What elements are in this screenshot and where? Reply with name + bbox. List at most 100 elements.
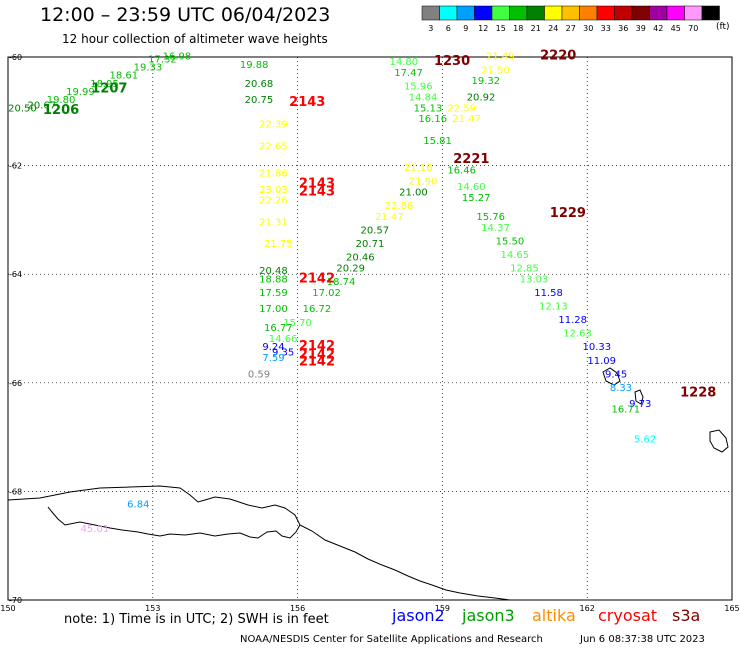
legend-label: 18: [513, 24, 523, 33]
swh-value: 9.45: [605, 369, 627, 380]
pass-time: 2143: [289, 95, 325, 110]
island: [709, 429, 729, 453]
pass-time: 2220: [540, 49, 576, 64]
swh-value: 20.50: [8, 103, 37, 114]
swh-value: 21.47: [375, 212, 404, 223]
legend-swatch: [491, 5, 510, 21]
swh-value: 15.76: [476, 212, 505, 223]
legend-label: 6: [446, 24, 451, 33]
color-legend: 3 6 9 12 15 18 21 24 27 30 33 36 39 42 45 70: [421, 5, 720, 33]
swh-value: 16.16: [418, 114, 447, 125]
swh-value: 20.75: [245, 95, 274, 106]
swh-value: 9.24: [262, 342, 284, 353]
satellite-altika: altika: [532, 606, 576, 625]
lat-tick-label: -70: [9, 596, 22, 605]
swh-value: 12.63: [563, 329, 592, 340]
swh-value: 15.27: [462, 193, 491, 204]
swh-value: 14.65: [500, 250, 529, 261]
legend-swatch: [544, 5, 563, 21]
swh-value: 14.80: [389, 57, 418, 68]
legend-swatch: [614, 5, 633, 21]
generated-timestamp: Jun 6 08:37:38 UTC 2023: [580, 634, 705, 645]
swh-value: 17.47: [394, 68, 423, 79]
swh-value: 23.03: [259, 185, 288, 196]
swh-value: 22.39: [259, 120, 288, 131]
swh-value: 17.02: [312, 288, 341, 299]
swh-value: 20.48: [259, 266, 288, 277]
swh-value: 17.32: [148, 54, 177, 65]
swh-value: 14.60: [457, 182, 486, 193]
swh-value: 17.00: [259, 304, 288, 315]
legend-swatch: [701, 5, 720, 21]
swh-value: 21.75: [264, 239, 293, 250]
swh-value: 10.33: [583, 342, 612, 353]
island: [602, 367, 621, 386]
legend-label: 36: [618, 24, 628, 33]
lat-tick-label: -68: [9, 487, 22, 496]
legend-swatch: [561, 5, 580, 21]
map-subtitle: 12 hour collection of altimeter wave hei…: [62, 32, 328, 46]
swh-value: 19.99: [66, 87, 95, 98]
swh-value: 9.35: [272, 348, 294, 359]
pass-time: 1228: [680, 385, 716, 400]
swh-value: 17.59: [259, 288, 288, 299]
legend-label: 45: [671, 24, 681, 33]
legend-label: 21: [531, 24, 541, 33]
legend-label: 9: [463, 24, 468, 33]
swh-value: 20.71: [356, 239, 385, 250]
footer-note: note: 1) Time is in UTC; 2) SWH is in fe…: [64, 612, 329, 627]
legend-swatch: [684, 5, 703, 21]
swh-value: 15.81: [423, 136, 452, 147]
swh-value: 19.32: [472, 76, 501, 87]
legend-label: 15: [496, 24, 506, 33]
swh-points: 20.5020.6719.8019.9918.9518.6119.3317.32…: [8, 52, 656, 535]
legend-label: 70: [688, 24, 698, 33]
satellite-jason3: jason3: [462, 606, 515, 625]
swh-value: 45.01: [81, 524, 110, 535]
pass-time: 2143: [299, 176, 335, 191]
swh-value: 22.65: [259, 141, 288, 152]
swh-value: 20.57: [361, 225, 390, 236]
lat-tick-label: -64: [9, 270, 22, 279]
swh-value: 13.03: [520, 274, 549, 285]
legend-swatch: [596, 5, 615, 21]
swh-value: 21.00: [399, 187, 428, 198]
swh-value: 19.80: [47, 95, 76, 106]
swh-value: 20.68: [245, 79, 274, 90]
swh-value: 18.74: [327, 277, 356, 288]
swh-value: 16.46: [447, 166, 476, 177]
swh-value: 11.09: [587, 356, 616, 367]
legend-label: 3: [428, 24, 433, 33]
swh-value: 15.96: [404, 82, 433, 93]
swh-value: 20.46: [346, 253, 375, 264]
map-frame: [7, 56, 733, 601]
swh-value: 7.59: [262, 353, 284, 364]
antarctic-coastline: [7, 485, 511, 601]
swh-value: 21.86: [259, 168, 288, 179]
island: [634, 389, 644, 405]
legend-swatch: [474, 5, 493, 21]
swh-value: 22.59: [447, 103, 476, 114]
swh-value: 22.86: [385, 201, 414, 212]
lon-tick-label: 150: [0, 604, 15, 613]
legend-label: 24: [548, 24, 558, 33]
lon-tick-label: 165: [724, 604, 739, 613]
pass-time: 1207: [91, 81, 127, 96]
swh-value: 21.16: [404, 163, 433, 174]
legend-swatch: [579, 5, 598, 21]
swh-value: 14.84: [409, 92, 438, 103]
pass-time: 2142: [299, 354, 335, 369]
swh-value: 20.29: [336, 263, 365, 274]
legend-units: (ft): [716, 22, 730, 32]
legend-label: 12: [478, 24, 488, 33]
legend-swatch: [456, 5, 475, 21]
swh-value: 12.13: [539, 301, 568, 312]
swh-value: 16.72: [303, 304, 332, 315]
swh-value: 18.95: [90, 79, 119, 90]
pass-time-labels: 1206120721432143214321422142214221421230…: [43, 49, 716, 401]
satellite-s3a: s3a: [672, 606, 701, 625]
legend-swatch: [509, 5, 528, 21]
lat-lon-grid: [7, 56, 733, 601]
lat-tick-label: -66: [9, 379, 22, 388]
legend-label: 42: [653, 24, 663, 33]
